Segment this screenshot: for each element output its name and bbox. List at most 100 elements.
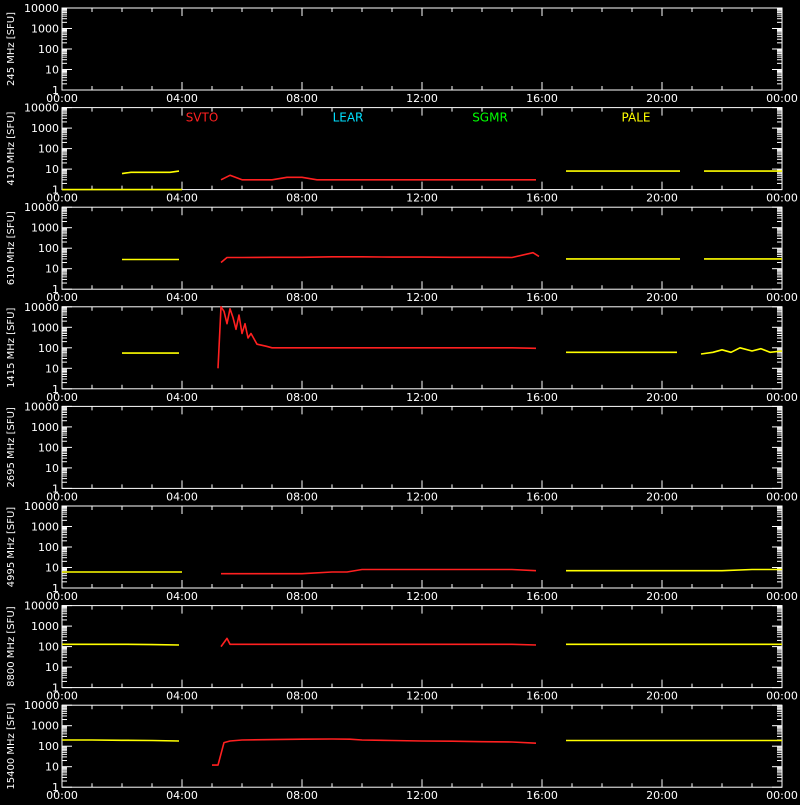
x-tick-label: 12:00	[406, 490, 438, 503]
x-tick-label: 12:00	[406, 590, 438, 603]
x-tick-label: 00:00	[766, 291, 798, 304]
panel-frame	[61, 505, 783, 589]
x-tick-label: 00:00	[46, 789, 78, 800]
y-tick-label: 1000	[31, 222, 59, 235]
x-tick-label: 16:00	[526, 590, 558, 603]
y-tick-label: 10000	[24, 600, 59, 613]
x-tick-label: 08:00	[286, 92, 318, 105]
x-tick-label: 16:00	[526, 192, 558, 205]
x-tick-label: 00:00	[766, 92, 798, 105]
y-tick-label: 1	[52, 482, 59, 495]
y-tick-label: 1000	[31, 421, 59, 434]
x-tick-label: 00:00	[46, 690, 78, 703]
y-tick-label: 100	[38, 43, 59, 56]
y-tick-label: 1000	[31, 122, 59, 135]
x-tick-label: 04:00	[166, 92, 198, 105]
x-tick-label: 08:00	[286, 391, 318, 404]
x-tick-label: 12:00	[406, 92, 438, 105]
x-tick-label: 20:00	[646, 590, 678, 603]
y-tick-label: 10	[45, 761, 59, 774]
y-tick-label: 1	[52, 582, 59, 595]
x-tick-label: 20:00	[646, 291, 678, 304]
y-tick-label: 10	[45, 263, 59, 276]
y-tick-label: 100	[38, 441, 59, 454]
series-svto	[220, 637, 537, 648]
panel-frame	[61, 107, 783, 191]
x-tick-label: 16:00	[526, 391, 558, 404]
y-tick-label: 1000	[31, 720, 59, 733]
x-tick-label: 20:00	[646, 192, 678, 205]
series-svto	[220, 251, 540, 264]
y-axis-label: 1415 MHz [SFU]	[6, 307, 17, 388]
y-tick-label: 100	[38, 143, 59, 156]
x-tick-label: 20:00	[646, 92, 678, 105]
x-tick-label: 20:00	[646, 490, 678, 503]
y-tick-label: 1000	[31, 521, 59, 534]
x-tick-label: 12:00	[406, 192, 438, 205]
x-tick-label: 16:00	[526, 92, 558, 105]
x-tick-label: 08:00	[286, 789, 318, 800]
x-tick-label: 20:00	[646, 690, 678, 703]
x-tick-label: 00:00	[766, 192, 798, 205]
y-tick-label: 100	[38, 342, 59, 355]
x-tick-label: 16:00	[526, 789, 558, 800]
x-tick-label: 08:00	[286, 490, 318, 503]
legend-lear: LEAR	[333, 111, 364, 125]
y-tick-label: 100	[38, 541, 59, 554]
x-tick-label: 20:00	[646, 789, 678, 800]
x-tick-label: 04:00	[166, 490, 198, 503]
y-axis-label: 8800 MHz [SFU]	[6, 606, 17, 687]
series-svto	[212, 738, 537, 766]
x-tick-label: 00:00	[46, 391, 78, 404]
y-axis-label: 4995 MHz [SFU]	[6, 507, 17, 588]
y-axis-label: 2695 MHz [SFU]	[6, 407, 17, 488]
panel-frame	[61, 704, 783, 788]
y-tick-label: 1	[52, 84, 59, 97]
y-tick-label: 10	[45, 661, 59, 674]
panel-frame	[61, 605, 783, 689]
legend-pale: PALE	[622, 111, 651, 125]
series-svto	[220, 174, 536, 181]
y-tick-label: 1000	[31, 620, 59, 633]
x-tick-label: 16:00	[526, 690, 558, 703]
y-tick-label: 10000	[24, 500, 59, 513]
y-tick-label: 1000	[31, 23, 59, 36]
series-svto	[217, 305, 537, 369]
series-svto	[221, 568, 537, 575]
y-tick-label: 10	[45, 562, 59, 575]
x-tick-label: 20:00	[646, 391, 678, 404]
y-tick-label: 10	[45, 462, 59, 475]
y-tick-label: 10000	[24, 301, 59, 314]
y-tick-label: 10	[45, 362, 59, 375]
y-tick-label: 1	[52, 682, 59, 695]
x-tick-label: 08:00	[286, 192, 318, 205]
x-tick-label: 04:00	[166, 192, 198, 205]
x-tick-label: 12:00	[406, 391, 438, 404]
y-axis-label: 610 MHz [SFU]	[6, 211, 17, 285]
x-tick-label: 00:00	[766, 789, 798, 800]
x-tick-label: 00:00	[766, 391, 798, 404]
y-tick-label: 10	[45, 163, 59, 176]
legend-svto: SVTO	[186, 111, 219, 125]
y-tick-label: 10000	[24, 2, 59, 15]
x-tick-label: 00:00	[46, 92, 78, 105]
x-tick-label: 12:00	[406, 789, 438, 800]
series-pale	[62, 643, 180, 646]
y-tick-label: 100	[38, 740, 59, 753]
series-pale	[62, 739, 180, 742]
y-tick-label: 1	[52, 184, 59, 197]
x-tick-label: 00:00	[46, 291, 78, 304]
x-tick-label: 16:00	[526, 490, 558, 503]
x-tick-label: 04:00	[166, 391, 198, 404]
x-tick-label: 04:00	[166, 590, 198, 603]
series-pale	[121, 170, 180, 175]
x-tick-label: 08:00	[286, 690, 318, 703]
x-tick-label: 04:00	[166, 690, 198, 703]
y-tick-label: 10000	[24, 201, 59, 214]
x-tick-label: 08:00	[286, 291, 318, 304]
y-tick-label: 1	[52, 283, 59, 296]
panel-frame	[61, 206, 783, 290]
x-tick-label: 00:00	[46, 192, 78, 205]
